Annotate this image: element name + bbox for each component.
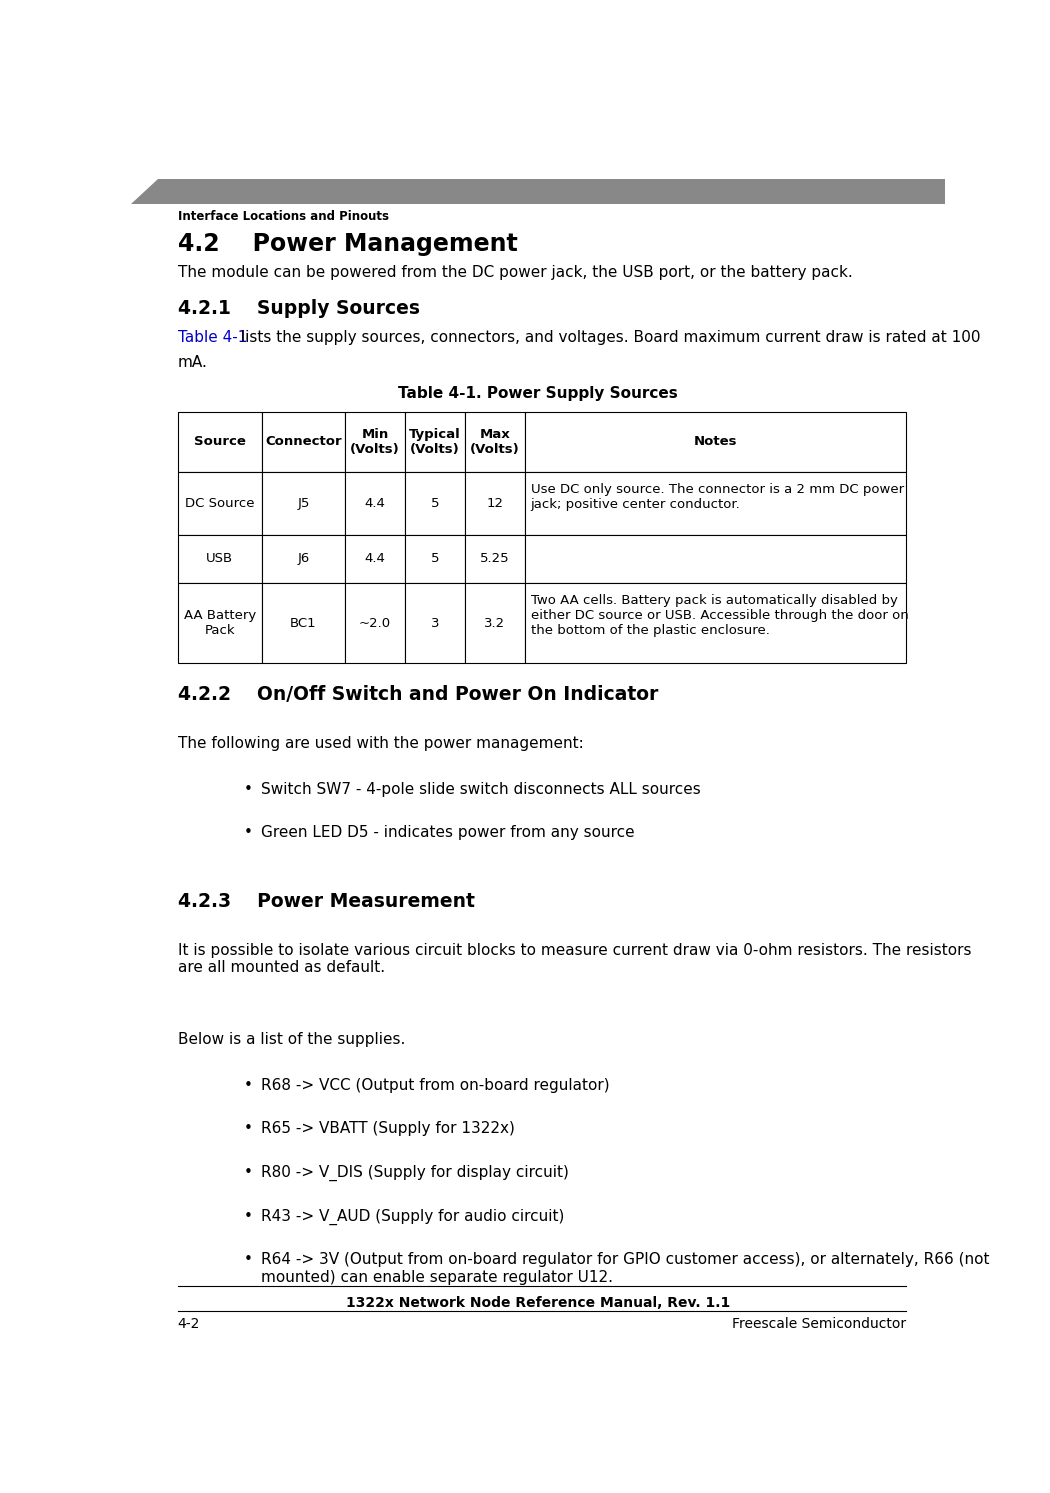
Bar — [177, 472, 261, 534]
Text: •: • — [244, 1165, 252, 1179]
Bar — [261, 582, 345, 663]
Text: Freescale Semiconductor: Freescale Semiconductor — [732, 1317, 906, 1332]
Text: •: • — [244, 826, 252, 841]
Text: R68 -> VCC (Output from on-board regulator): R68 -> VCC (Output from on-board regulat… — [260, 1078, 609, 1093]
Text: Max
(Volts): Max (Volts) — [469, 427, 520, 455]
Bar — [261, 472, 345, 534]
Text: mA.: mA. — [177, 355, 208, 370]
Text: 5.25: 5.25 — [480, 552, 509, 566]
Bar — [405, 534, 465, 582]
Text: The following are used with the power management:: The following are used with the power ma… — [177, 736, 584, 751]
Text: USB: USB — [206, 552, 233, 566]
Bar — [525, 582, 906, 663]
Text: 4.2.1    Supply Sources: 4.2.1 Supply Sources — [177, 299, 420, 318]
Bar — [177, 582, 261, 663]
Text: 1322x Network Node Reference Manual, Rev. 1.1: 1322x Network Node Reference Manual, Rev… — [346, 1296, 730, 1309]
Text: lists the supply sources, connectors, and voltages. Board maximum current draw i: lists the supply sources, connectors, an… — [236, 330, 981, 345]
Text: J6: J6 — [297, 552, 310, 566]
Text: 3: 3 — [430, 617, 439, 630]
Bar — [405, 582, 465, 663]
Text: Source: Source — [193, 436, 246, 448]
Bar — [465, 412, 525, 472]
Text: 4.2.3    Power Measurement: 4.2.3 Power Measurement — [177, 891, 475, 911]
Text: Table 4-1. Power Supply Sources: Table 4-1. Power Supply Sources — [398, 385, 678, 400]
Bar — [345, 472, 405, 534]
Text: R80 -> V_DIS (Supply for display circuit): R80 -> V_DIS (Supply for display circuit… — [260, 1165, 568, 1181]
Text: •: • — [244, 1253, 252, 1268]
Text: 5: 5 — [430, 497, 439, 509]
Text: R64 -> 3V (Output from on-board regulator for GPIO customer access), or alternat: R64 -> 3V (Output from on-board regulato… — [260, 1253, 989, 1284]
Text: Connector: Connector — [265, 436, 341, 448]
Bar — [465, 472, 525, 534]
Text: 4.2    Power Management: 4.2 Power Management — [177, 231, 518, 255]
Bar — [261, 412, 345, 472]
Text: Use DC only source. The connector is a 2 mm DC power
jack; positive center condu: Use DC only source. The connector is a 2… — [530, 484, 904, 511]
Bar — [261, 534, 345, 582]
Bar — [525, 534, 906, 582]
Bar — [465, 534, 525, 582]
Bar — [405, 472, 465, 534]
Text: R43 -> V_AUD (Supply for audio circuit): R43 -> V_AUD (Supply for audio circuit) — [260, 1208, 564, 1224]
Text: Switch SW7 - 4-pole slide switch disconnects ALL sources: Switch SW7 - 4-pole slide switch disconn… — [260, 782, 700, 797]
Text: Green LED D5 - indicates power from any source: Green LED D5 - indicates power from any … — [260, 826, 634, 841]
Text: 4.2.2    On/Off Switch and Power On Indicator: 4.2.2 On/Off Switch and Power On Indicat… — [177, 685, 658, 705]
Text: Typical
(Volts): Typical (Volts) — [410, 427, 461, 455]
Text: •: • — [244, 1078, 252, 1093]
Text: J5: J5 — [297, 497, 310, 509]
Text: •: • — [244, 782, 252, 797]
Text: Min
(Volts): Min (Volts) — [351, 427, 400, 455]
Bar — [177, 534, 261, 582]
Bar — [525, 412, 906, 472]
Text: 12: 12 — [486, 497, 503, 509]
Text: Notes: Notes — [694, 436, 737, 448]
Text: 4.4: 4.4 — [364, 552, 385, 566]
Text: 4-2: 4-2 — [177, 1317, 201, 1332]
Text: DC Source: DC Source — [185, 497, 254, 509]
Text: AA Battery
Pack: AA Battery Pack — [184, 609, 256, 638]
Bar — [345, 582, 405, 663]
Text: Table 4-1: Table 4-1 — [177, 330, 247, 345]
Text: 5: 5 — [430, 552, 439, 566]
Text: R65 -> VBATT (Supply for 1322x): R65 -> VBATT (Supply for 1322x) — [260, 1121, 514, 1136]
Polygon shape — [131, 179, 945, 205]
Bar — [345, 412, 405, 472]
Text: BC1: BC1 — [290, 617, 317, 630]
Text: 4.4: 4.4 — [364, 497, 385, 509]
Text: The module can be powered from the DC power jack, the USB port, or the battery p: The module can be powered from the DC po… — [177, 266, 853, 281]
Bar — [345, 534, 405, 582]
Text: •: • — [244, 1208, 252, 1224]
Text: It is possible to isolate various circuit blocks to measure current draw via 0-o: It is possible to isolate various circui… — [177, 944, 971, 975]
Bar — [177, 412, 261, 472]
Text: ~2.0: ~2.0 — [359, 617, 392, 630]
Text: Interface Locations and Pinouts: Interface Locations and Pinouts — [177, 211, 388, 222]
Bar — [465, 582, 525, 663]
Text: •: • — [244, 1121, 252, 1136]
Text: 3.2: 3.2 — [484, 617, 505, 630]
Bar — [405, 412, 465, 472]
Text: Two AA cells. Battery pack is automatically disabled by
either DC source or USB.: Two AA cells. Battery pack is automatica… — [530, 594, 908, 638]
Text: Below is a list of the supplies.: Below is a list of the supplies. — [177, 1032, 405, 1047]
Bar — [525, 472, 906, 534]
